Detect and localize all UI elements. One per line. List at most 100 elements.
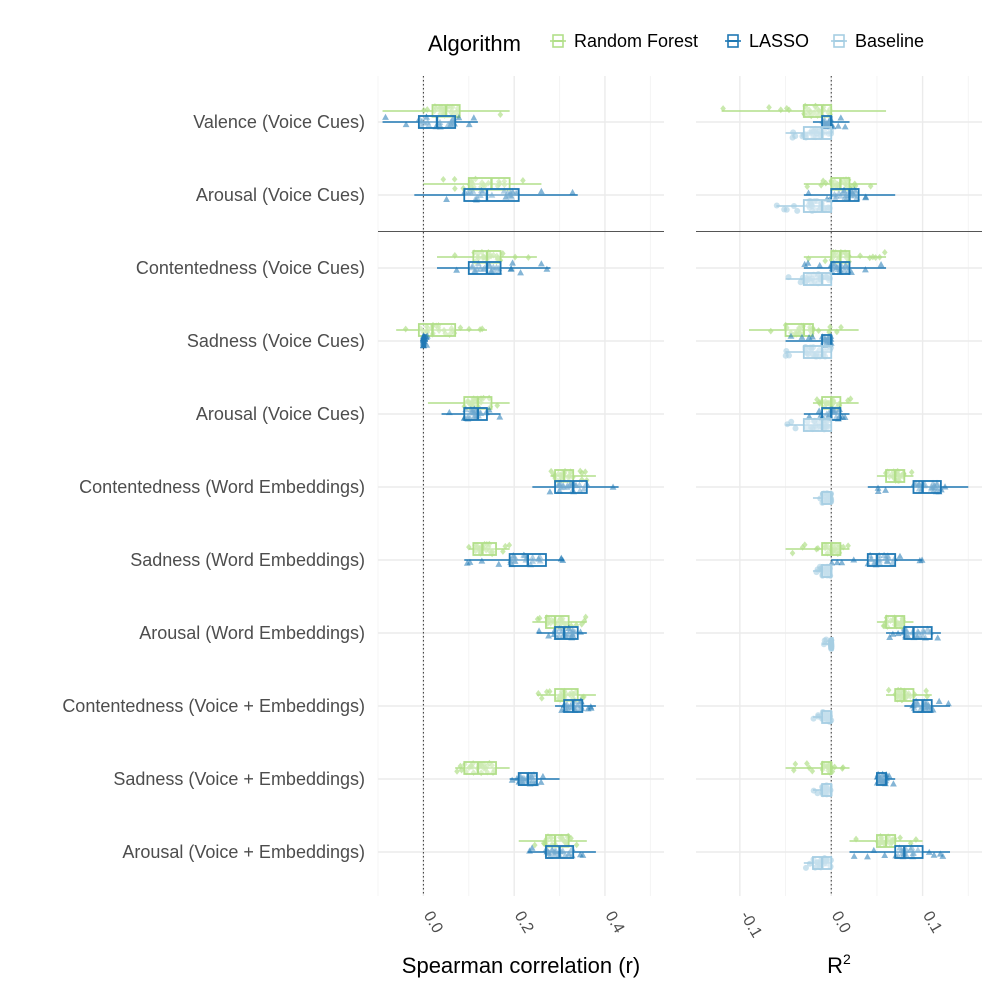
lasso-box	[830, 188, 860, 202]
random-forest-point	[506, 541, 513, 549]
lasso-point	[537, 260, 545, 267]
random-forest-point	[457, 324, 464, 332]
random-forest-point	[792, 760, 799, 768]
legend-label: Random Forest	[574, 31, 698, 51]
random-forest-point	[545, 615, 552, 623]
random-forest-point	[556, 694, 563, 702]
random-forest-point	[488, 548, 495, 556]
baseline-box	[802, 345, 833, 359]
random-forest-point	[885, 833, 891, 841]
baseline-box	[802, 126, 833, 140]
lasso-point	[469, 262, 476, 269]
random-forest-point	[804, 183, 811, 191]
random-forest-point	[822, 257, 828, 265]
random-forest-point	[536, 614, 543, 622]
lasso-box	[912, 480, 942, 494]
random-forest-point	[402, 325, 409, 333]
lasso-point	[569, 188, 576, 196]
random-forest-box	[784, 323, 814, 337]
lasso-point	[914, 846, 922, 853]
random-forest-point	[478, 183, 484, 191]
random-forest-point	[877, 839, 883, 847]
lasso-point	[838, 558, 846, 566]
random-forest-point	[520, 177, 526, 184]
lasso-box	[894, 845, 924, 859]
random-forest-point	[783, 323, 790, 331]
random-forest-point	[494, 402, 501, 409]
random-forest-point	[845, 176, 852, 184]
random-forest-point	[477, 761, 484, 769]
random-forest-point	[538, 694, 545, 702]
lasso-point	[787, 332, 795, 339]
lasso-point	[907, 845, 914, 852]
random-forest-box	[545, 615, 570, 629]
lasso-point	[834, 122, 842, 129]
random-forest-point	[487, 403, 494, 411]
lasso-box	[463, 407, 488, 421]
random-forest-point	[799, 543, 806, 551]
random-forest-point	[913, 836, 919, 843]
lasso-point	[833, 558, 841, 566]
random-forest-point	[905, 690, 912, 697]
tick-label: -0.1	[736, 909, 765, 941]
random-forest-point	[452, 252, 458, 259]
lasso-point	[539, 772, 547, 780]
lasso-point	[934, 634, 942, 641]
lasso-point	[841, 123, 849, 130]
lasso-point	[535, 627, 543, 634]
lasso-point	[546, 488, 554, 495]
lasso-point	[830, 259, 838, 267]
lasso-point	[508, 187, 516, 194]
lasso-point	[933, 479, 941, 486]
tick-label: 0.0	[420, 909, 446, 937]
random-forest-point	[559, 615, 566, 623]
baseline-point	[797, 279, 804, 286]
category-label: Arousal (Voice + Embeddings)	[122, 842, 365, 862]
lasso-point	[801, 260, 809, 267]
random-forest-point	[817, 108, 824, 116]
random-forest-point	[432, 103, 438, 110]
random-forest-point	[567, 468, 574, 476]
lasso-point	[466, 188, 474, 195]
random-forest-point	[830, 250, 837, 258]
random-forest-point	[502, 542, 509, 550]
random-forest-point	[809, 329, 815, 337]
lasso-point	[382, 113, 389, 120]
random-forest-point	[420, 328, 427, 336]
random-forest-point	[908, 468, 915, 476]
lasso-point	[576, 851, 584, 858]
baseline-box	[802, 418, 833, 432]
baseline-box	[821, 491, 833, 505]
lasso-point	[502, 193, 510, 200]
lasso-point	[576, 487, 584, 494]
random-forest-point	[814, 112, 821, 119]
random-forest-point	[834, 328, 840, 336]
lasso-point	[816, 261, 824, 269]
random-forest-point	[558, 834, 564, 842]
legend-item: Random Forest	[550, 31, 698, 51]
random-forest-point	[449, 103, 456, 111]
lasso-point	[470, 114, 478, 121]
lasso-point	[877, 261, 885, 268]
lasso-point	[896, 552, 904, 559]
lasso-point	[509, 551, 517, 559]
random-forest-point	[486, 394, 492, 402]
lasso-point	[565, 850, 573, 857]
lasso-point	[474, 260, 482, 267]
lasso-point	[874, 487, 882, 495]
baseline-point	[813, 425, 820, 432]
marks-layer	[378, 76, 982, 896]
lasso-point	[936, 850, 944, 857]
random-forest-box	[802, 104, 833, 118]
random-forest-point	[460, 184, 467, 192]
lasso-point	[511, 557, 519, 564]
random-forest-point	[436, 104, 442, 112]
legend-item: Baseline	[831, 31, 924, 51]
baseline-point	[784, 421, 791, 428]
lasso-point	[840, 187, 848, 194]
lasso-point	[537, 187, 545, 194]
random-forest-point	[489, 761, 495, 769]
baseline-point	[792, 425, 799, 432]
lasso-point	[537, 778, 545, 785]
